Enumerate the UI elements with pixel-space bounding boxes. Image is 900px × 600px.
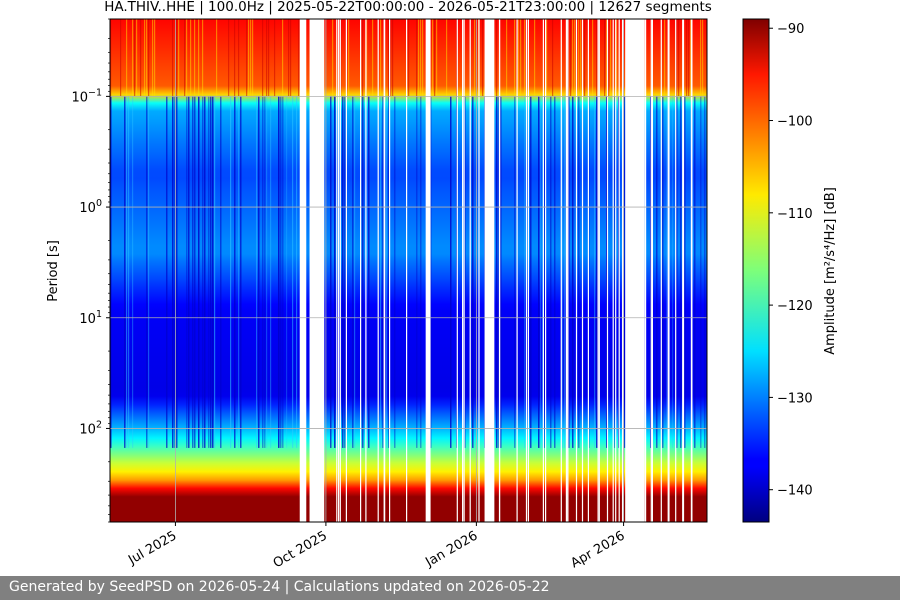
colorbar-tick-label: −90 <box>777 22 804 37</box>
colorbar-tick-label: −100 <box>777 115 813 130</box>
grid <box>110 19 707 522</box>
x-tick-label: Jan 2026 <box>422 528 480 570</box>
colorbar-tick-label: −120 <box>777 299 813 314</box>
y-tick-label: 10−1 <box>71 87 102 105</box>
chart-title: HA.THIV..HHE | 100.0Hz | 2025-05-22T00:0… <box>104 0 712 15</box>
colorbar-tick-label: −110 <box>777 207 813 222</box>
footer-text: Generated by SeedPSD on 2026-05-24 | Cal… <box>9 579 550 595</box>
spectrogram-figure: 10−1 100 101 102 Jul 2025 Oct 2025 Jan 2026 Ap… <box>46 0 838 571</box>
x-tick-label: Oct 2025 <box>271 528 330 571</box>
y-tick-label: 102 <box>79 419 102 437</box>
footer-bar: Generated by SeedPSD on 2026-05-24 | Cal… <box>0 576 900 600</box>
y-axis-label: Period [s] <box>46 240 61 302</box>
data-gap <box>621 19 624 522</box>
x-axis: Jul 2025 Oct 2025 Jan 2026 Apr 2026 <box>125 522 628 571</box>
y-axis: 10−1 100 101 102 <box>71 18 110 523</box>
colorbar <box>742 18 770 523</box>
colorbar-tick-label: −130 <box>777 391 813 406</box>
colorbar-tick-label: −140 <box>777 484 813 499</box>
plot-frame <box>109 18 708 523</box>
y-tick-label: 100 <box>79 198 102 216</box>
data-gap <box>484 19 495 522</box>
y-tick-label: 101 <box>79 309 102 327</box>
data-gap <box>309 19 325 522</box>
x-tick-label: Jul 2025 <box>125 528 179 568</box>
chart-svg: 10−1 100 101 102 Jul 2025 Oct 2025 Jan 2026 Ap… <box>46 0 838 571</box>
data-gap <box>425 19 431 522</box>
data-gap <box>299 19 307 522</box>
colorbar-ticks: −90 −100 −110 −120 −130 −140 <box>769 22 813 499</box>
colorbar-label: Amplitude [m²/s⁴/Hz] [dB] <box>823 187 838 355</box>
x-tick-label: Apr 2026 <box>568 528 627 571</box>
heatmap <box>110 19 707 522</box>
